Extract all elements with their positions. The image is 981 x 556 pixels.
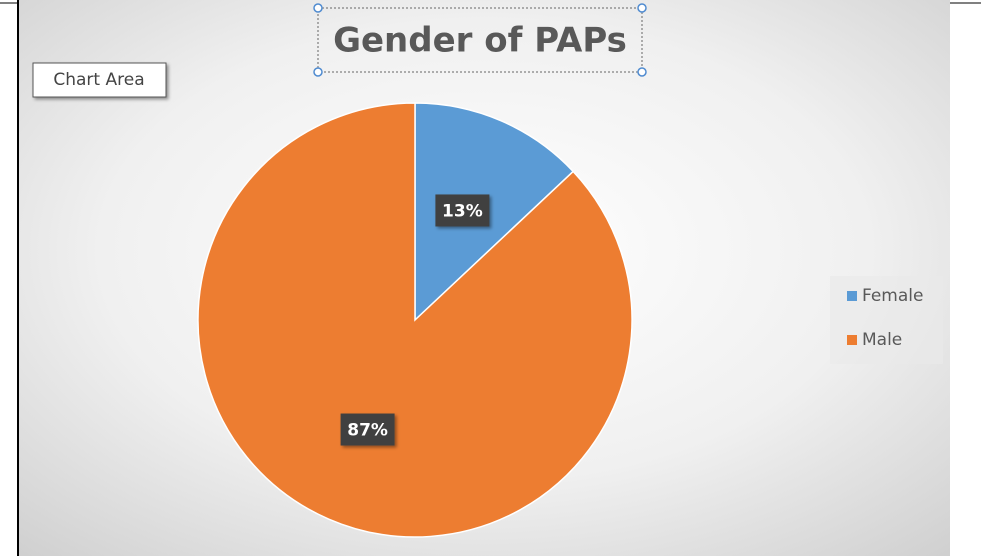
data-label-box (435, 194, 490, 227)
legend-swatch (847, 335, 857, 345)
title-selection (313, 3, 647, 77)
legend-label: Male (862, 330, 902, 350)
tooltip: Chart Area (53, 70, 144, 90)
chart-title: Gender of PAPs (333, 21, 627, 61)
legend-swatch (847, 291, 857, 301)
pie-slice (197, 102, 633, 538)
data-label: 13% (442, 201, 483, 221)
legend-box (830, 276, 943, 364)
data-label-box (340, 413, 395, 446)
legend-label: Female (862, 286, 923, 306)
tooltip-box (32, 62, 167, 98)
data-label: 87% (347, 421, 388, 441)
pie-slice (414, 102, 575, 322)
